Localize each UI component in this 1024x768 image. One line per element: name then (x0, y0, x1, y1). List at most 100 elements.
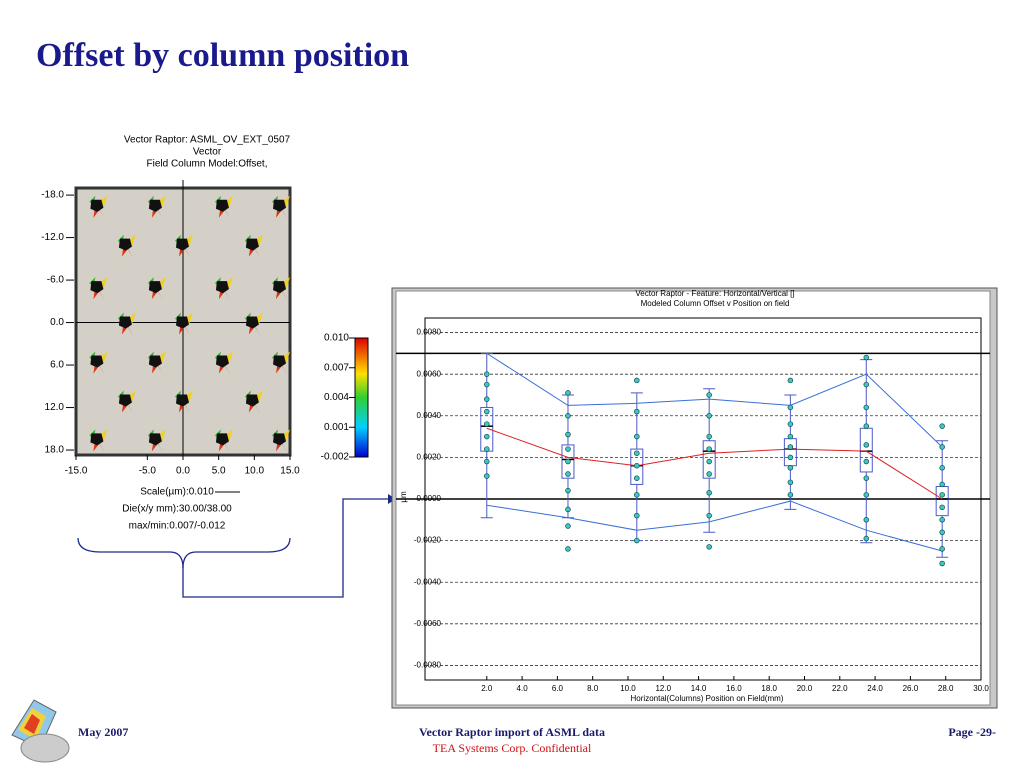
glyph-core (245, 316, 259, 329)
glyph-core (176, 394, 189, 407)
note: Scale(µm):0.010 (140, 487, 214, 498)
point (565, 471, 571, 477)
point (939, 504, 945, 511)
series-line (486, 427, 943, 500)
point (787, 444, 794, 450)
chart-area (395, 290, 991, 706)
box (630, 448, 644, 485)
vector-glyph (272, 351, 291, 376)
colorbar-label: 0.001 (324, 422, 349, 433)
y-tick-label: 18.0 (45, 445, 65, 456)
point (939, 481, 945, 488)
point (565, 523, 571, 529)
vector-glyph (117, 390, 136, 415)
point (863, 458, 870, 465)
x-tick-label: 14.0 (691, 684, 707, 693)
point (939, 560, 945, 567)
point (787, 377, 794, 384)
vector-glyph (214, 277, 233, 302)
x-tick-label: 10.0 (245, 466, 265, 477)
glyph-core (273, 281, 287, 294)
x-tick-label: -5.0 (139, 466, 157, 477)
whisker-lower (703, 478, 716, 533)
colorbar-label: -0.002 (321, 452, 350, 463)
x-tick-label: 0.0 (176, 466, 190, 477)
glyph-core (148, 433, 162, 446)
point (863, 535, 870, 542)
x-tick-label: 10.0 (620, 684, 636, 693)
point (787, 433, 794, 440)
y-tick-label: -6.0 (47, 275, 65, 286)
footer-center: Vector Raptor import of ASML data (419, 725, 605, 739)
vector-glyph (147, 429, 166, 454)
glyph-core (215, 281, 229, 294)
x-tick-label: 15.0 (280, 466, 300, 477)
glyph-core (273, 355, 287, 368)
chart-title: Field Column Model:Offset, (147, 159, 268, 170)
point (634, 408, 640, 415)
point (787, 465, 794, 471)
vector-glyph (117, 234, 136, 259)
y-tick-label: 0.0020 (417, 453, 442, 462)
x-axis-label: Horizontal(Columns) Position on Field(mm… (631, 694, 784, 703)
x-tick-label: 8.0 (587, 684, 599, 693)
chart-title: Vector (193, 147, 222, 158)
point (787, 404, 794, 411)
glyph-core (215, 199, 229, 212)
point (634, 492, 640, 498)
box (702, 440, 716, 479)
point (939, 529, 945, 536)
whisker-lower (784, 465, 797, 510)
point (939, 517, 945, 523)
point (863, 423, 870, 429)
point (565, 446, 571, 452)
glyph-core (148, 355, 162, 368)
slide-title: Offset by column position (36, 37, 409, 74)
point (484, 381, 490, 388)
x-tick-label: 24.0 (867, 684, 883, 693)
colorbar-label: 0.010 (324, 333, 349, 344)
point (939, 492, 945, 498)
point (565, 546, 571, 552)
point (939, 546, 945, 552)
chart-title: Vector Raptor - Feature: Horizontal/Vert… (635, 289, 794, 298)
vector-glyph (244, 234, 263, 259)
vector-glyph (89, 429, 108, 454)
glyph-core (90, 355, 104, 368)
x-tick-label: 26.0 (903, 684, 919, 693)
point (863, 442, 870, 448)
point (863, 517, 870, 523)
x-tick-label: 20.0 (797, 684, 813, 693)
vector-glyph (244, 390, 263, 415)
point (706, 413, 712, 419)
vector-glyph (214, 351, 233, 376)
x-tick-label: 5.0 (212, 466, 226, 477)
vector-glyph (147, 351, 166, 376)
point (787, 454, 794, 461)
glyph-core (90, 433, 104, 446)
vector-glyph (244, 312, 263, 337)
glyph-core (176, 238, 189, 251)
x-tick-label: 18.0 (761, 684, 777, 693)
whisker-upper (630, 392, 643, 450)
y-tick-label: -18.0 (41, 190, 64, 201)
glyph-core (176, 316, 189, 329)
x-tick-label: 4.0 (517, 684, 529, 693)
vector-glyph (147, 195, 166, 220)
x-tick-label: 12.0 (655, 684, 671, 693)
x-tick-label: 28.0 (938, 684, 954, 693)
point (484, 473, 490, 479)
point (565, 413, 571, 419)
footer-confidential: TEA Systems Corp. Confidential (433, 741, 592, 755)
point (863, 404, 870, 411)
series-line (486, 352, 943, 448)
point (634, 462, 640, 469)
point (706, 458, 712, 465)
whisker-lower (860, 471, 873, 544)
point (706, 433, 712, 440)
point (634, 377, 640, 384)
point (863, 381, 870, 388)
point (939, 423, 945, 429)
point (787, 492, 794, 498)
